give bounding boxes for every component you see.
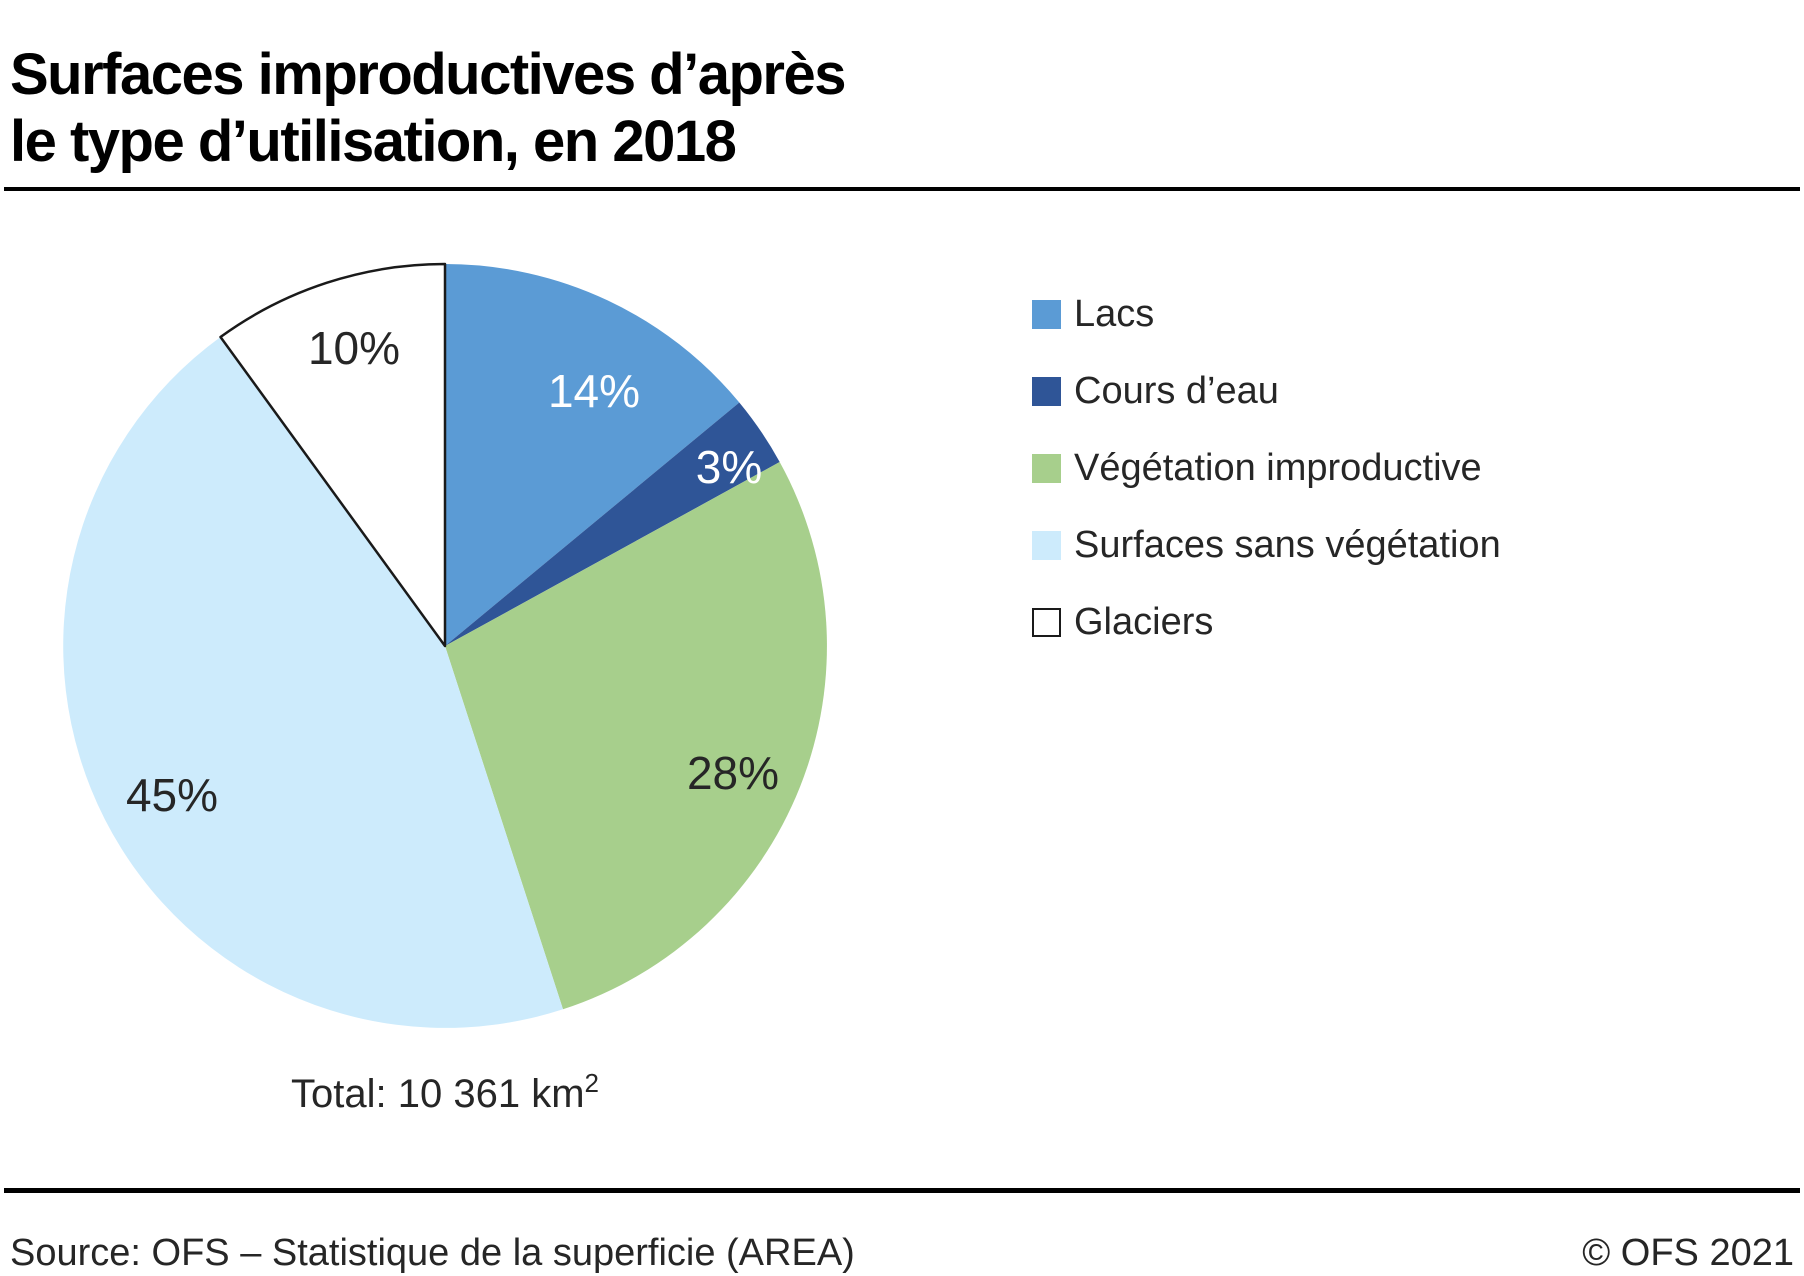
legend-swatch-lacs — [1032, 300, 1061, 329]
pie-slice-value-glaciers: 10% — [308, 322, 400, 374]
legend-swatch-surfaces-sans-vegetation — [1032, 531, 1061, 560]
chart-title-line2: le type d’utilisation, en 2018 — [10, 109, 737, 175]
pie-slice-lacs — [445, 264, 740, 646]
total-superscript: 2 — [584, 1068, 599, 1098]
pie-slice-value-vegetation-improductive: 28% — [687, 747, 779, 799]
copyright-note: © OFS 2021 — [1582, 1232, 1794, 1274]
pie-slice-cours-deau — [445, 402, 780, 646]
source-note: Source: OFS – Statistique de la superfic… — [10, 1232, 855, 1274]
legend-item-glaciers: Glaciers — [1032, 601, 1501, 643]
legend-swatch-cours-deau — [1032, 377, 1061, 406]
pie-slice-value-cours-deau: 3% — [696, 441, 762, 493]
legend-label-surfaces-sans-vegetation: Surfaces sans végétation — [1074, 524, 1501, 566]
legend-swatch-glaciers — [1032, 608, 1061, 637]
legend-swatch-vegetation-improductive — [1032, 454, 1061, 483]
legend-item-lacs: Lacs — [1032, 293, 1501, 335]
pie-slice-glaciers — [219, 262, 447, 648]
total-label: Total: 10 361 km2 — [291, 1068, 599, 1117]
chart-title: Surfaces improductives d’après le type d’… — [10, 41, 847, 176]
legend-label-cours-deau: Cours d’eau — [1074, 370, 1279, 412]
total-text: Total: 10 361 km — [291, 1072, 585, 1116]
legend: Lacs Cours d’eau Végétation improductive Su… — [1032, 293, 1501, 643]
legend-label-glaciers: Glaciers — [1074, 601, 1214, 643]
title-divider-line — [4, 187, 1800, 191]
pie-slice-value-surfaces-sans-vegetation: 45% — [126, 769, 218, 821]
legend-item-surfaces-sans-vegetation: Surfaces sans végétation — [1032, 524, 1501, 566]
pie-slice-surfaces-sans-vegetation — [63, 337, 563, 1028]
pie-slice-vegetation-improductive — [445, 462, 827, 1010]
legend-label-lacs: Lacs — [1074, 293, 1155, 335]
legend-item-vegetation-improductive: Végétation improductive — [1032, 447, 1501, 489]
chart-title-line1: Surfaces improductives d’après — [10, 41, 847, 107]
legend-label-vegetation-improductive: Végétation improductive — [1074, 447, 1482, 489]
footer-divider-line — [4, 1188, 1800, 1193]
legend-item-cours-deau: Cours d’eau — [1032, 370, 1501, 412]
pie-slice-value-lacs: 14% — [548, 365, 640, 417]
